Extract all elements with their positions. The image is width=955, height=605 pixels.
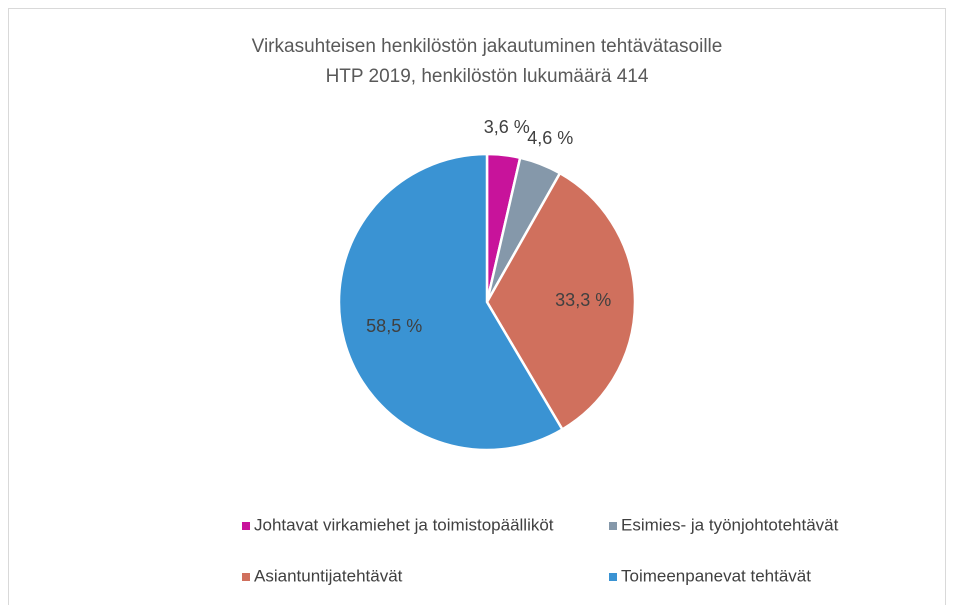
pie-slice: [485, 171, 637, 432]
data-label: 4,6 %: [527, 128, 573, 148]
legend-label: Johtavat virkamiehet ja toimistopäällikö…: [254, 515, 554, 534]
chart-title: Virkasuhteisen henkilöstön jakautuminen …: [252, 36, 723, 57]
legend-marker: [242, 522, 250, 530]
legend-label: Toimeenpanevat tehtävät: [621, 566, 811, 585]
legend-label: Esimies- ja työnjohtotehtävät: [621, 515, 839, 534]
data-label: 33,3 %: [555, 290, 611, 310]
legend-marker: [242, 573, 250, 581]
legend-label: Asiantuntijatehtävät: [254, 566, 403, 585]
legend-marker: [609, 522, 617, 530]
pie-slice: [337, 152, 565, 452]
legend-marker: [609, 573, 617, 581]
data-label: 3,6 %: [484, 117, 530, 137]
data-label: 58,5 %: [366, 316, 422, 336]
chart-subtitle: HTP 2019, henkilöstön lukumäärä 414: [326, 66, 649, 87]
